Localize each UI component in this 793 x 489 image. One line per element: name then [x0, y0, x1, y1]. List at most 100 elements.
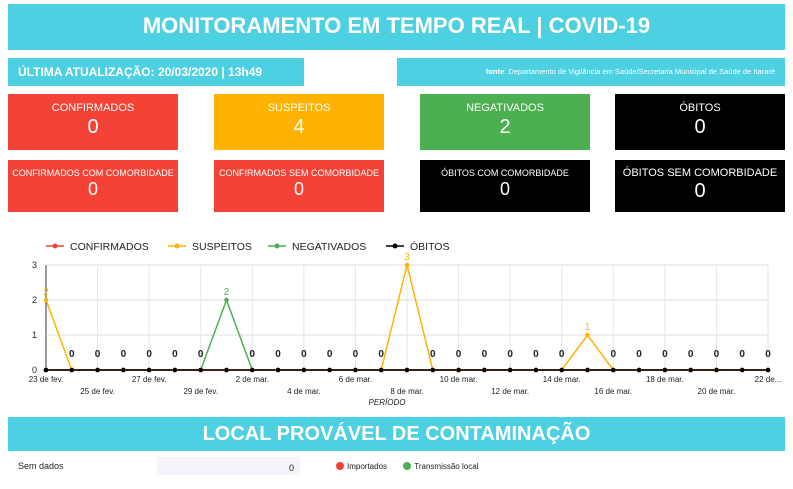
- data-label: 0: [739, 349, 745, 360]
- data-point: [765, 367, 771, 373]
- x-tick-label: 8 de mar.: [390, 387, 423, 396]
- section-title-local: LOCAL PROVÁVEL DE CONTAMINAÇÃO: [8, 417, 785, 451]
- data-point: [688, 367, 693, 373]
- data-point: [662, 367, 668, 373]
- no-data-value: 0: [288, 463, 294, 473]
- card-value: 0: [87, 179, 98, 199]
- card-obitos: ÓBITOS 0: [615, 94, 785, 150]
- data-label: 0: [69, 349, 75, 360]
- x-tick-label: 6 de mar.: [339, 375, 372, 384]
- data-point: [69, 367, 75, 373]
- card-value: 0: [293, 179, 304, 199]
- data-label: 0: [714, 349, 720, 360]
- data-label: 0: [662, 349, 668, 360]
- card-value: 0: [87, 116, 99, 138]
- legend-item-importados[interactable]: Importados: [336, 462, 387, 471]
- data-label: 0: [482, 349, 488, 360]
- legend-label: SUSPEITOS: [192, 241, 252, 253]
- data-point: [559, 367, 565, 373]
- data-label: 2: [224, 287, 230, 298]
- data-point: [507, 367, 513, 373]
- data-label: 0: [430, 349, 436, 360]
- card-confirmados: CONFIRMADOS 0: [8, 94, 178, 150]
- card-value: 0: [694, 116, 706, 138]
- data-point: [636, 367, 642, 373]
- y-tick-label: 2: [32, 295, 37, 305]
- data-point: [43, 367, 49, 373]
- legend-label: ÓBITOS: [410, 240, 449, 253]
- data-label: 0: [688, 349, 694, 360]
- data-point: [585, 332, 590, 338]
- y-tick-label: 3: [32, 260, 37, 270]
- timeline-chart: 0 1 2 3 23 de fev. 25 de fev. 27 de fev. 29 de …: [29, 240, 782, 407]
- card-label: CONFIRMADOS SEM COMORBIDADE: [218, 168, 379, 178]
- data-point: [585, 367, 590, 373]
- x-axis-title: PERÍODO: [369, 398, 406, 407]
- last-update: ÚLTIMA ATUALIZAÇÃO: 20/03/2020 | 13h49: [8, 58, 304, 86]
- legend-item-transmissao-local[interactable]: Transmissão local: [403, 462, 478, 471]
- x-tick-label: 23 de fev.: [29, 375, 64, 384]
- card-label: ÓBITOS SEM COMORBIDADE: [622, 167, 778, 179]
- x-tick-label: 10 de mar.: [440, 375, 478, 384]
- data-point: [404, 367, 410, 373]
- legend-marker: [392, 243, 398, 249]
- page-title: MONITORAMENTO EM TEMPO REAL | COVID-19: [8, 4, 785, 50]
- data-label: 0: [146, 349, 152, 360]
- card-confirmados-com-comorbidade: CONFIRMADOS COM COMORBIDADE 0: [8, 160, 178, 212]
- data-label: 1: [585, 322, 591, 333]
- data-label: 0: [95, 349, 101, 360]
- legend-dot-icon: [403, 462, 412, 470]
- data-label: 0: [611, 349, 617, 360]
- data-point: [224, 367, 229, 373]
- data-point: [430, 367, 436, 373]
- x-tick-label: 2 de mar.: [236, 375, 269, 384]
- data-point: [172, 367, 178, 373]
- card-label: SUSPEITOS: [267, 102, 331, 114]
- data-point: [249, 367, 255, 373]
- x-tick-label: 25 de fev.: [80, 387, 115, 396]
- data-point: [739, 367, 745, 373]
- data-label: 0: [327, 349, 333, 360]
- legend-marker: [274, 243, 280, 249]
- data-label: 0: [121, 349, 127, 360]
- legend-marker: [52, 243, 58, 249]
- card-value: 2: [499, 116, 511, 138]
- data-label: 0: [765, 349, 771, 360]
- data-point: [43, 297, 49, 303]
- data-point: [610, 367, 616, 373]
- data-point: [533, 367, 539, 373]
- data-source: fonte: Departamento de Vigilância em Saú…: [397, 58, 785, 86]
- data-label: 0: [250, 349, 256, 360]
- card-label: CONFIRMADOS COM COMORBIDADE: [12, 168, 174, 178]
- data-label: 2: [43, 287, 49, 298]
- data-point: [198, 367, 204, 373]
- card-obitos-com-comorbidade: ÓBITOS COM COMORBIDADE 0: [420, 160, 590, 212]
- card-label: NEGATIVADOS: [466, 102, 544, 114]
- data-label: 0: [533, 349, 539, 360]
- data-label: 3: [404, 252, 410, 263]
- card-value: 0: [499, 179, 510, 199]
- no-data-label: Sem dados: [18, 461, 64, 471]
- data-label: 0: [456, 349, 462, 360]
- data-label: 0: [301, 349, 307, 360]
- card-value: 0: [694, 180, 706, 202]
- data-point: [353, 367, 358, 373]
- source-label: fonte: [485, 67, 505, 76]
- data-point: [714, 367, 719, 373]
- card-label: ÓBITOS COM COMORBIDADE: [441, 168, 569, 178]
- source-text: : Departamento de Vigilância em Saúde/Se…: [504, 67, 775, 76]
- data-label: 0: [198, 349, 204, 360]
- data-point: [95, 367, 100, 373]
- data-point: [275, 367, 281, 373]
- legend-label: Importados: [347, 462, 388, 471]
- x-tick-label: 18 de mar.: [646, 375, 684, 384]
- data-point: [327, 367, 332, 373]
- data-point: [482, 367, 487, 373]
- card-confirmados-sem-comorbidade: CONFIRMADOS SEM COMORBIDADE 0: [214, 160, 384, 212]
- x-tick-label: 20 de mar.: [698, 387, 736, 396]
- x-tick-label: 14 de mar.: [543, 375, 581, 384]
- card-negativados: NEGATIVADOS 2: [420, 94, 590, 150]
- legend-dot-icon: [336, 462, 344, 470]
- data-label: 0: [559, 349, 565, 360]
- contamination-legend: Importados Transmissão local: [336, 462, 492, 471]
